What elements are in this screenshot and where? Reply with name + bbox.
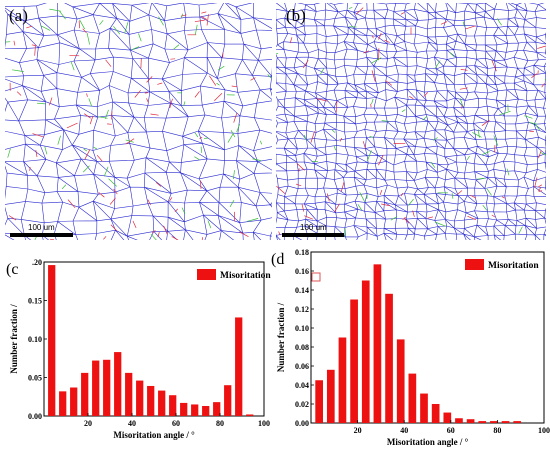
bar (235, 317, 243, 416)
bar (420, 393, 428, 423)
y-tick-label: 0.15 (28, 297, 42, 306)
bar (224, 385, 232, 416)
scalebar-b (282, 233, 344, 237)
bar (361, 280, 370, 423)
bar (213, 402, 221, 416)
bar (373, 264, 382, 423)
x-tick-label: 20 (84, 419, 92, 428)
y-tick-label: 0.18 (295, 248, 309, 257)
bar (315, 380, 323, 423)
bar (125, 372, 133, 416)
panel-label-a: (a) (9, 6, 28, 25)
bar (338, 337, 347, 423)
bar (81, 372, 89, 416)
legend-swatch (197, 269, 216, 280)
legend-label: Misoritation (488, 261, 539, 271)
bar (443, 412, 452, 423)
bar (408, 373, 417, 423)
y-tick-label: 0.00 (28, 412, 42, 421)
bar (92, 360, 100, 416)
x-axis-title: Misoritation angle / ° (113, 430, 195, 440)
x-axis-title: Misoritation angle / ° (387, 437, 469, 447)
bar (136, 380, 144, 416)
ebsd-map-b (276, 3, 546, 240)
legend-label: Misoritation (220, 271, 271, 281)
x-tick-label: 80 (493, 426, 501, 435)
x-tick-label: 60 (447, 426, 455, 435)
y-tick-label: .20 (32, 258, 42, 267)
y-axis-title: Number fraction / (9, 304, 19, 374)
x-tick-label: 100 (258, 419, 270, 428)
x-tick-label: 40 (128, 419, 136, 428)
low-angle-boundaries (5, 8, 272, 240)
x-tick-label: 100 (538, 426, 550, 435)
y-tick-label: 0.10 (295, 324, 309, 333)
x-tick-label: 60 (172, 419, 180, 428)
marker-icon (311, 272, 321, 282)
bar (350, 299, 358, 423)
grain-boundaries (276, 3, 546, 240)
scalebar-label-b: 100 um (300, 223, 327, 232)
legend-swatch (465, 259, 484, 270)
bar (202, 405, 210, 416)
panel-label: (c (6, 261, 18, 278)
y-tick-label: 0.00 (295, 419, 309, 428)
twin-boundaries (276, 7, 546, 236)
ebsd-map-a (5, 3, 272, 240)
bar (48, 265, 56, 416)
bar (490, 421, 498, 423)
bar (326, 369, 335, 423)
bar (478, 421, 487, 423)
bar (396, 339, 405, 423)
panel-label: (d (271, 251, 284, 268)
y-tick-label: 0.02 (295, 400, 309, 409)
low-angle-boundaries (276, 7, 546, 237)
bar (385, 293, 393, 423)
bar (59, 391, 67, 416)
bar (180, 402, 188, 416)
grain-boundaries (5, 3, 272, 240)
bar (501, 421, 510, 423)
bar (70, 387, 78, 416)
x-tick-label: 20 (354, 426, 362, 435)
y-tick-label: 0.05 (28, 374, 42, 383)
bar (466, 419, 475, 423)
scalebar-label-a: 100 um (28, 223, 55, 232)
bar (147, 385, 155, 416)
y-tick-label: 0.08 (295, 343, 309, 352)
y-tick-label: 0.04 (295, 381, 309, 390)
y-axis-title: Number fraction / (276, 302, 286, 372)
bar (103, 359, 111, 416)
bar (158, 390, 166, 416)
bar (114, 352, 122, 416)
x-tick-label: 40 (400, 426, 408, 435)
scalebar-a (10, 233, 73, 237)
bar (455, 418, 463, 423)
y-tick-label: 0.14 (295, 286, 309, 295)
bar (431, 404, 440, 423)
panel-label-b: (b) (286, 6, 306, 25)
bar (191, 404, 199, 416)
y-tick-label: 0.10 (28, 335, 42, 344)
bar (169, 395, 177, 416)
y-tick-label: 0.16 (295, 267, 309, 276)
y-tick-label: 0.12 (295, 305, 309, 314)
bar (246, 414, 254, 416)
x-tick-label: 80 (216, 419, 224, 428)
bar (513, 421, 522, 423)
y-tick-label: 0.06 (295, 362, 309, 371)
